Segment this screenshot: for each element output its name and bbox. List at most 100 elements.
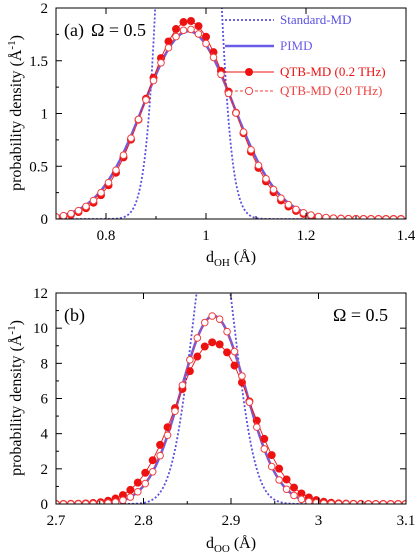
data-point: [156, 451, 164, 460]
panel-a-label: (a): [64, 20, 84, 41]
series-solid: [56, 29, 406, 219]
data-point: [282, 475, 291, 484]
x-tick-label: 1.2: [297, 228, 316, 244]
legend: Standard-MD PIMD QTB-MD (0.2 THz) QTB-MD…: [225, 12, 386, 98]
panel-b-xlabel: dOO (Å): [206, 534, 256, 555]
legend-item-standard: Standard-MD: [225, 12, 352, 27]
data-point: [97, 188, 105, 197]
data-point: [275, 464, 284, 473]
data-point: [126, 493, 135, 501]
data-point: [252, 416, 261, 425]
series-line: [56, 314, 406, 504]
data-point: [215, 340, 224, 349]
data-point: [372, 500, 380, 504]
panel-b-annotation: Ω = 0.5: [333, 305, 388, 325]
data-point: [230, 347, 239, 356]
data-point: [312, 498, 321, 504]
data-point: [299, 208, 308, 217]
data-point: [284, 200, 293, 209]
data-point: [134, 487, 142, 496]
data-point: [142, 96, 150, 104]
series-line: [56, 29, 406, 219]
data-point: [297, 495, 306, 504]
data-point: [59, 211, 68, 219]
data-point: [290, 491, 298, 500]
legend-label-qtb-low: QTB-MD (0.2 THz): [280, 64, 386, 79]
data-point: [215, 315, 224, 324]
data-point: [74, 206, 83, 215]
data-point: [148, 467, 157, 476]
data-point: [148, 456, 157, 465]
data-point: [202, 39, 210, 48]
data-point: [208, 338, 217, 347]
data-point: [307, 211, 315, 219]
data-point: [187, 25, 195, 34]
data-point: [186, 356, 194, 364]
data-point: [104, 178, 113, 187]
panel-b-label: (b): [64, 305, 85, 326]
data-point: [179, 18, 188, 27]
data-point: [209, 53, 218, 62]
data-point: [238, 372, 246, 380]
data-point: [319, 499, 328, 504]
data-point: [134, 115, 143, 124]
y-tick-label: 2: [41, 1, 49, 17]
panel-b-ylabel: probability density (Å-1): [6, 320, 25, 476]
data-point: [163, 431, 172, 440]
data-point: [379, 500, 388, 504]
legend-marker-qtb-high: [244, 86, 254, 96]
panel-a-xlabel: dOH (Å): [206, 248, 256, 269]
data-point: [292, 205, 300, 214]
data-point: [305, 497, 313, 504]
series-line: [56, 8, 406, 219]
x-tick-label: 2.8: [134, 513, 153, 529]
data-point: [185, 367, 194, 376]
y-tick-label: 12: [33, 286, 48, 302]
y-tick-label: 1.5: [29, 54, 48, 70]
series-line: [56, 315, 406, 504]
x-tick-label: 2.7: [47, 513, 66, 529]
y-tick-label: 1: [41, 107, 49, 123]
data-point: [269, 185, 278, 194]
data-point: [290, 483, 298, 492]
y-tick-label: 4: [41, 427, 49, 443]
data-point: [141, 468, 150, 477]
data-point: [112, 166, 120, 174]
y-tick-label: 2: [41, 462, 49, 478]
data-point: [127, 134, 135, 142]
panel-a-ticks: 0.8 1 1.2 1.4 0 0.5 1 1.5 2: [29, 1, 415, 244]
legend-label-qtb-high: QTB-MD (20 THz): [280, 83, 382, 98]
y-tick-label: 0: [41, 212, 49, 228]
y-tick-label: 0.5: [29, 159, 48, 175]
x-tick-label: 1: [202, 228, 210, 244]
data-point: [141, 479, 150, 488]
legend-item-qtb-low: QTB-MD (0.2 THz): [225, 64, 386, 79]
legend-label-pimd: PIMD: [280, 38, 313, 53]
data-point: [260, 434, 269, 443]
legend-item-qtb-high: QTB-MD (20 THz): [225, 83, 382, 98]
data-point: [194, 22, 203, 31]
x-tick-label: 3.1: [397, 513, 415, 529]
data-point: [329, 214, 338, 219]
data-point: [267, 462, 276, 471]
data-point: [157, 58, 165, 67]
data-point: [230, 361, 239, 370]
data-point: [232, 109, 240, 117]
data-point: [133, 478, 142, 487]
data-point: [179, 26, 188, 35]
panel-a-annotation: Ω = 0.5: [91, 20, 146, 40]
data-point: [156, 440, 165, 449]
data-point: [104, 499, 112, 504]
data-point: [171, 407, 179, 416]
x-tick-label: 2.9: [222, 513, 241, 529]
series-open-markers: [56, 25, 405, 219]
panel-b: 2.7 2.8 2.9 3 3.1 0 2 4 6 8 10 12 (b) Ω = 0.5 proba…: [6, 286, 415, 555]
series-open-markers: [56, 312, 406, 504]
data-point: [164, 37, 173, 46]
panel-a: 0.8 1 1.2 1.4 0 0.5 1 1.5 2 (a) Ω = 0.5 Standard…: [6, 1, 415, 269]
series-solid: [56, 314, 406, 504]
data-point: [253, 423, 261, 431]
data-point: [172, 32, 180, 41]
data-point: [224, 89, 233, 98]
